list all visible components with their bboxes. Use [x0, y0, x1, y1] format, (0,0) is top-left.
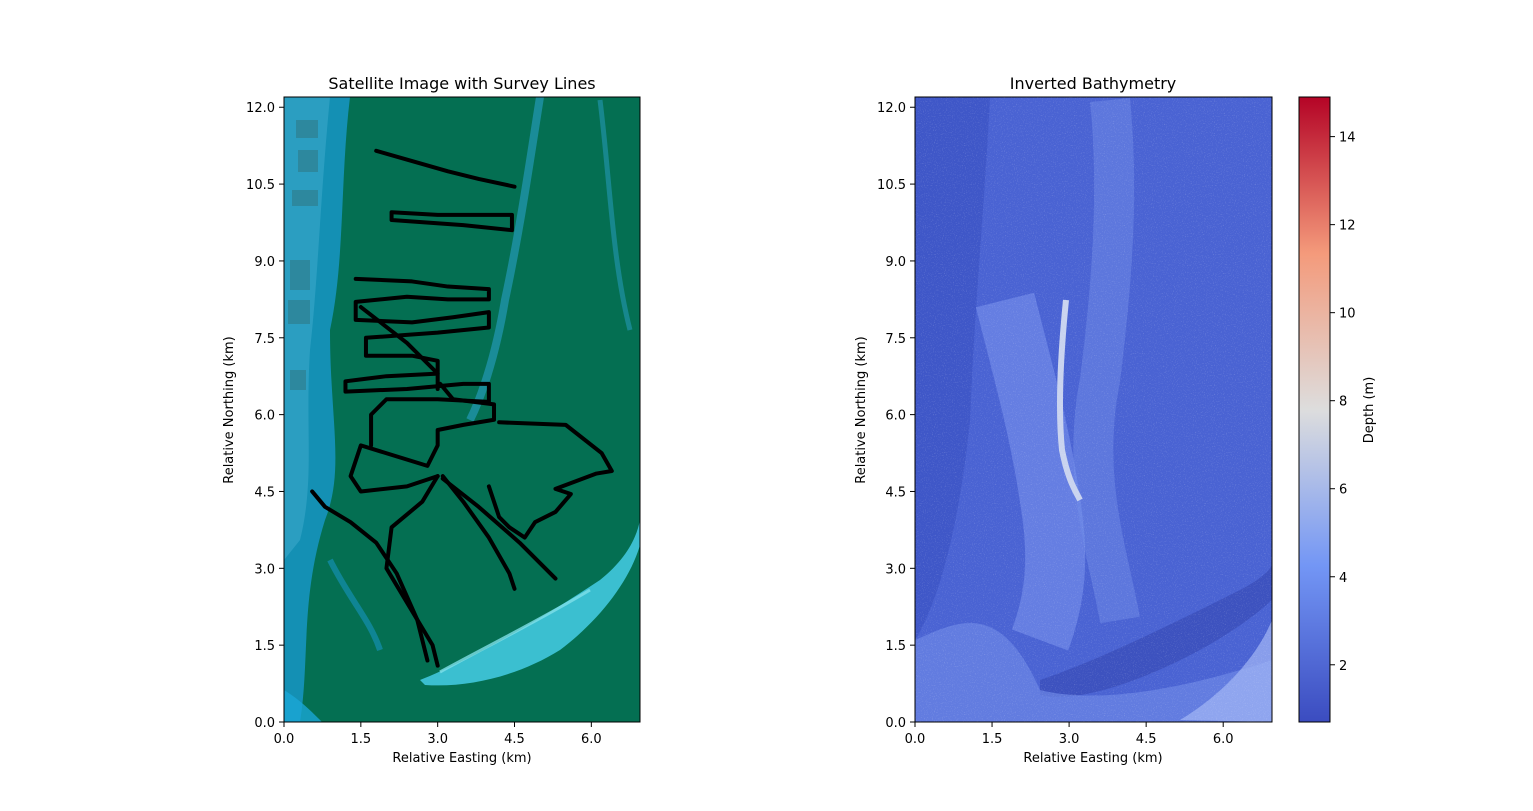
survey-line: [440, 476, 558, 581]
bathymetry-xlabel: Relative Easting (km): [1023, 751, 1162, 766]
survey-line: [486, 420, 614, 540]
bathymetry-xtick-label: 1.5: [982, 732, 1003, 747]
bathymetry-ytick-label: 4.5: [885, 485, 906, 500]
colorbar-tick-label: 6: [1339, 483, 1347, 498]
survey-line: [384, 474, 440, 668]
satellite-ytick-label: 9.0: [254, 255, 275, 270]
survey-line: [343, 276, 491, 448]
satellite-ytick-label: 1.5: [254, 639, 275, 654]
bathymetry-ytick-label: 9.0: [885, 255, 906, 270]
satellite-ytick-label: 0.0: [254, 716, 275, 731]
survey-line: [374, 148, 517, 189]
satellite-ytick-label: 3.0: [254, 562, 275, 577]
bathymetry-xtick-label: 4.5: [1136, 732, 1157, 747]
bathymetry-image: [915, 97, 1272, 722]
bathymetry-ytick-label: 12.0: [877, 101, 906, 116]
bathymetry-xtick-label: 0.0: [905, 732, 926, 747]
satellite-title: Satellite Image with Survey Lines: [328, 74, 595, 93]
bathymetry-ylabel: Relative Northing (km): [854, 336, 869, 484]
bathymetry-axes-frame: [914, 96, 1273, 723]
satellite-ytick-label: 6.0: [254, 409, 275, 424]
bathymetry-ytick-label: 7.5: [885, 332, 906, 347]
satellite-xlabel: Relative Easting (km): [392, 751, 531, 766]
bathymetry-ytick-label: 3.0: [885, 562, 906, 577]
satellite-ylabel: Relative Northing (km): [222, 336, 237, 484]
survey-line: [348, 381, 497, 494]
satellite-xtick-label: 1.5: [350, 732, 371, 747]
bathymetry-title: Inverted Bathymetry: [1010, 74, 1177, 93]
depth-colorbar: 2 4 6 8 10 12 14 Depth (m): [1298, 96, 1377, 723]
satellite-xtick-label: 4.5: [504, 732, 525, 747]
survey-line: [389, 210, 514, 233]
satellite-ytick-label: 12.0: [246, 101, 275, 116]
satellite-ytick-label: 7.5: [254, 332, 275, 347]
colorbar-tick-label: 8: [1339, 395, 1347, 410]
survey-lines: [310, 148, 614, 668]
satellite-ytick-label: 4.5: [254, 485, 275, 500]
bathymetry-ytick-label: 0.0: [885, 716, 906, 731]
colorbar-tick-label: 4: [1339, 571, 1347, 586]
bathymetry-ytick-label: 10.5: [877, 178, 906, 193]
bathymetry-ytick-label: 1.5: [885, 639, 906, 654]
satellite-ytick-label: 10.5: [246, 178, 275, 193]
colorbar-tick-label: 12: [1339, 219, 1356, 234]
bathymetry-xtick-label: 3.0: [1059, 732, 1080, 747]
survey-line: [440, 474, 517, 591]
colorbar-gradient: [1298, 96, 1331, 723]
satellite-axes-frame: [283, 96, 641, 723]
colorbar-tick-label: 10: [1339, 307, 1356, 322]
satellite-image: [284, 97, 640, 722]
colorbar-tick-label: 2: [1339, 659, 1347, 674]
satellite-panel: Satellite Image with Survey Lines 0.0 1.5…: [222, 74, 641, 766]
bathymetry-xtick-label: 6.0: [1213, 732, 1234, 747]
satellite-xtick-label: 6.0: [581, 732, 602, 747]
satellite-xtick-label: 0.0: [274, 732, 295, 747]
satellite-xtick-label: 3.0: [427, 732, 448, 747]
bathymetry-ticks: 0.0 1.5 3.0 4.5 6.0 0.0 1.5 3.0 4.5 6.0 7.5 9.0 10.5…: [877, 101, 1233, 747]
bathymetry-panel: Inverted Bathymetry 0.0 1.5 3.0 4.5 6.0 0.0 1.…: [854, 74, 1273, 766]
survey-line: [310, 489, 430, 663]
colorbar-tick-label: 14: [1339, 131, 1356, 146]
bathymetry-ytick-label: 6.0: [885, 409, 906, 424]
survey-line: [358, 305, 440, 392]
colorbar-ticks: 2 4 6 8 10 12 14: [1330, 131, 1356, 674]
satellite-ticks: 0.0 1.5 3.0 4.5 6.0 0.0 1.5 3.0 4.5 6.0 7.5 9.0 10.5…: [246, 101, 602, 747]
colorbar-label: Depth (m): [1362, 377, 1377, 444]
